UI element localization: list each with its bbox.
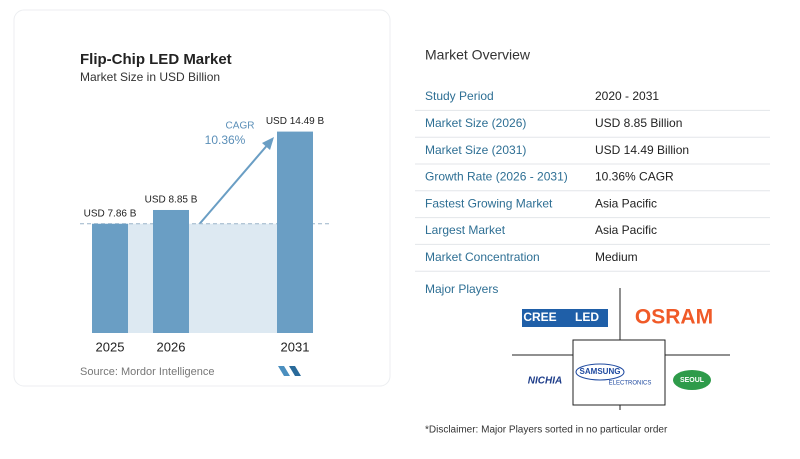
chart-subtitle: Market Size in USD Billion xyxy=(80,70,220,84)
reference-area xyxy=(128,223,277,333)
row-value: 10.36% CAGR xyxy=(595,170,674,184)
players-title: Major Players xyxy=(425,282,498,296)
logo-text: CREE xyxy=(523,310,556,324)
row-label: Market Size (2026) xyxy=(425,116,526,130)
x-tick-label: 2026 xyxy=(157,339,186,354)
logo-text: LED xyxy=(575,310,599,324)
row-label: Market Concentration xyxy=(425,250,540,264)
logo-text: ELECTRONICS xyxy=(609,381,652,387)
cree-logo-box xyxy=(522,309,608,327)
logo-text: OSRAM xyxy=(635,306,713,329)
value-label: USD 14.49 B xyxy=(266,116,325,127)
x-tick-label: 2025 xyxy=(96,339,125,354)
x-tick-label: 2031 xyxy=(281,339,310,354)
bar xyxy=(92,223,128,333)
cagr-label: CAGR xyxy=(226,121,255,132)
cagr-value: 10.36% xyxy=(205,133,246,147)
value-label: USD 8.85 B xyxy=(145,195,198,206)
logo-text: SEOUL xyxy=(680,377,705,384)
bar xyxy=(277,131,313,333)
row-value: Asia Pacific xyxy=(595,196,657,210)
samsung-oval xyxy=(575,363,625,381)
row-label: Study Period xyxy=(425,89,494,103)
logo-text: SAMSUNG xyxy=(580,367,621,376)
disclaimer: *Disclaimer: Major Players sorted in no … xyxy=(425,425,668,436)
overview-table: Study Period 2020 - 2031 Market Size (2026… xyxy=(415,89,770,272)
logo-grid xyxy=(512,288,730,410)
row-label: Largest Market xyxy=(425,223,506,237)
arrow-head xyxy=(262,137,274,150)
source-logo xyxy=(278,366,301,376)
bar xyxy=(153,209,189,333)
row-label: Market Size (2031) xyxy=(425,143,526,157)
source: Source: Mordor Intelligence xyxy=(80,366,215,378)
row-value: USD 8.85 Billion xyxy=(595,116,682,130)
value-label: USD 7.86 B xyxy=(84,208,137,219)
seoul-oval xyxy=(673,370,711,390)
logo-text: NICHIA xyxy=(528,376,562,387)
row-value: Asia Pacific xyxy=(595,223,657,237)
row-value: Medium xyxy=(595,250,638,264)
row-value: USD 14.49 Billion xyxy=(595,143,689,157)
cagr-arrow xyxy=(195,141,271,229)
overview-title: Market Overview xyxy=(425,47,531,63)
row-label: Growth Rate (2026 - 2031) xyxy=(425,170,568,184)
row-label: Fastest Growing Market xyxy=(425,196,553,210)
chart-title: Flip-Chip LED Market xyxy=(80,51,232,68)
row-value: 2020 - 2031 xyxy=(595,89,659,103)
